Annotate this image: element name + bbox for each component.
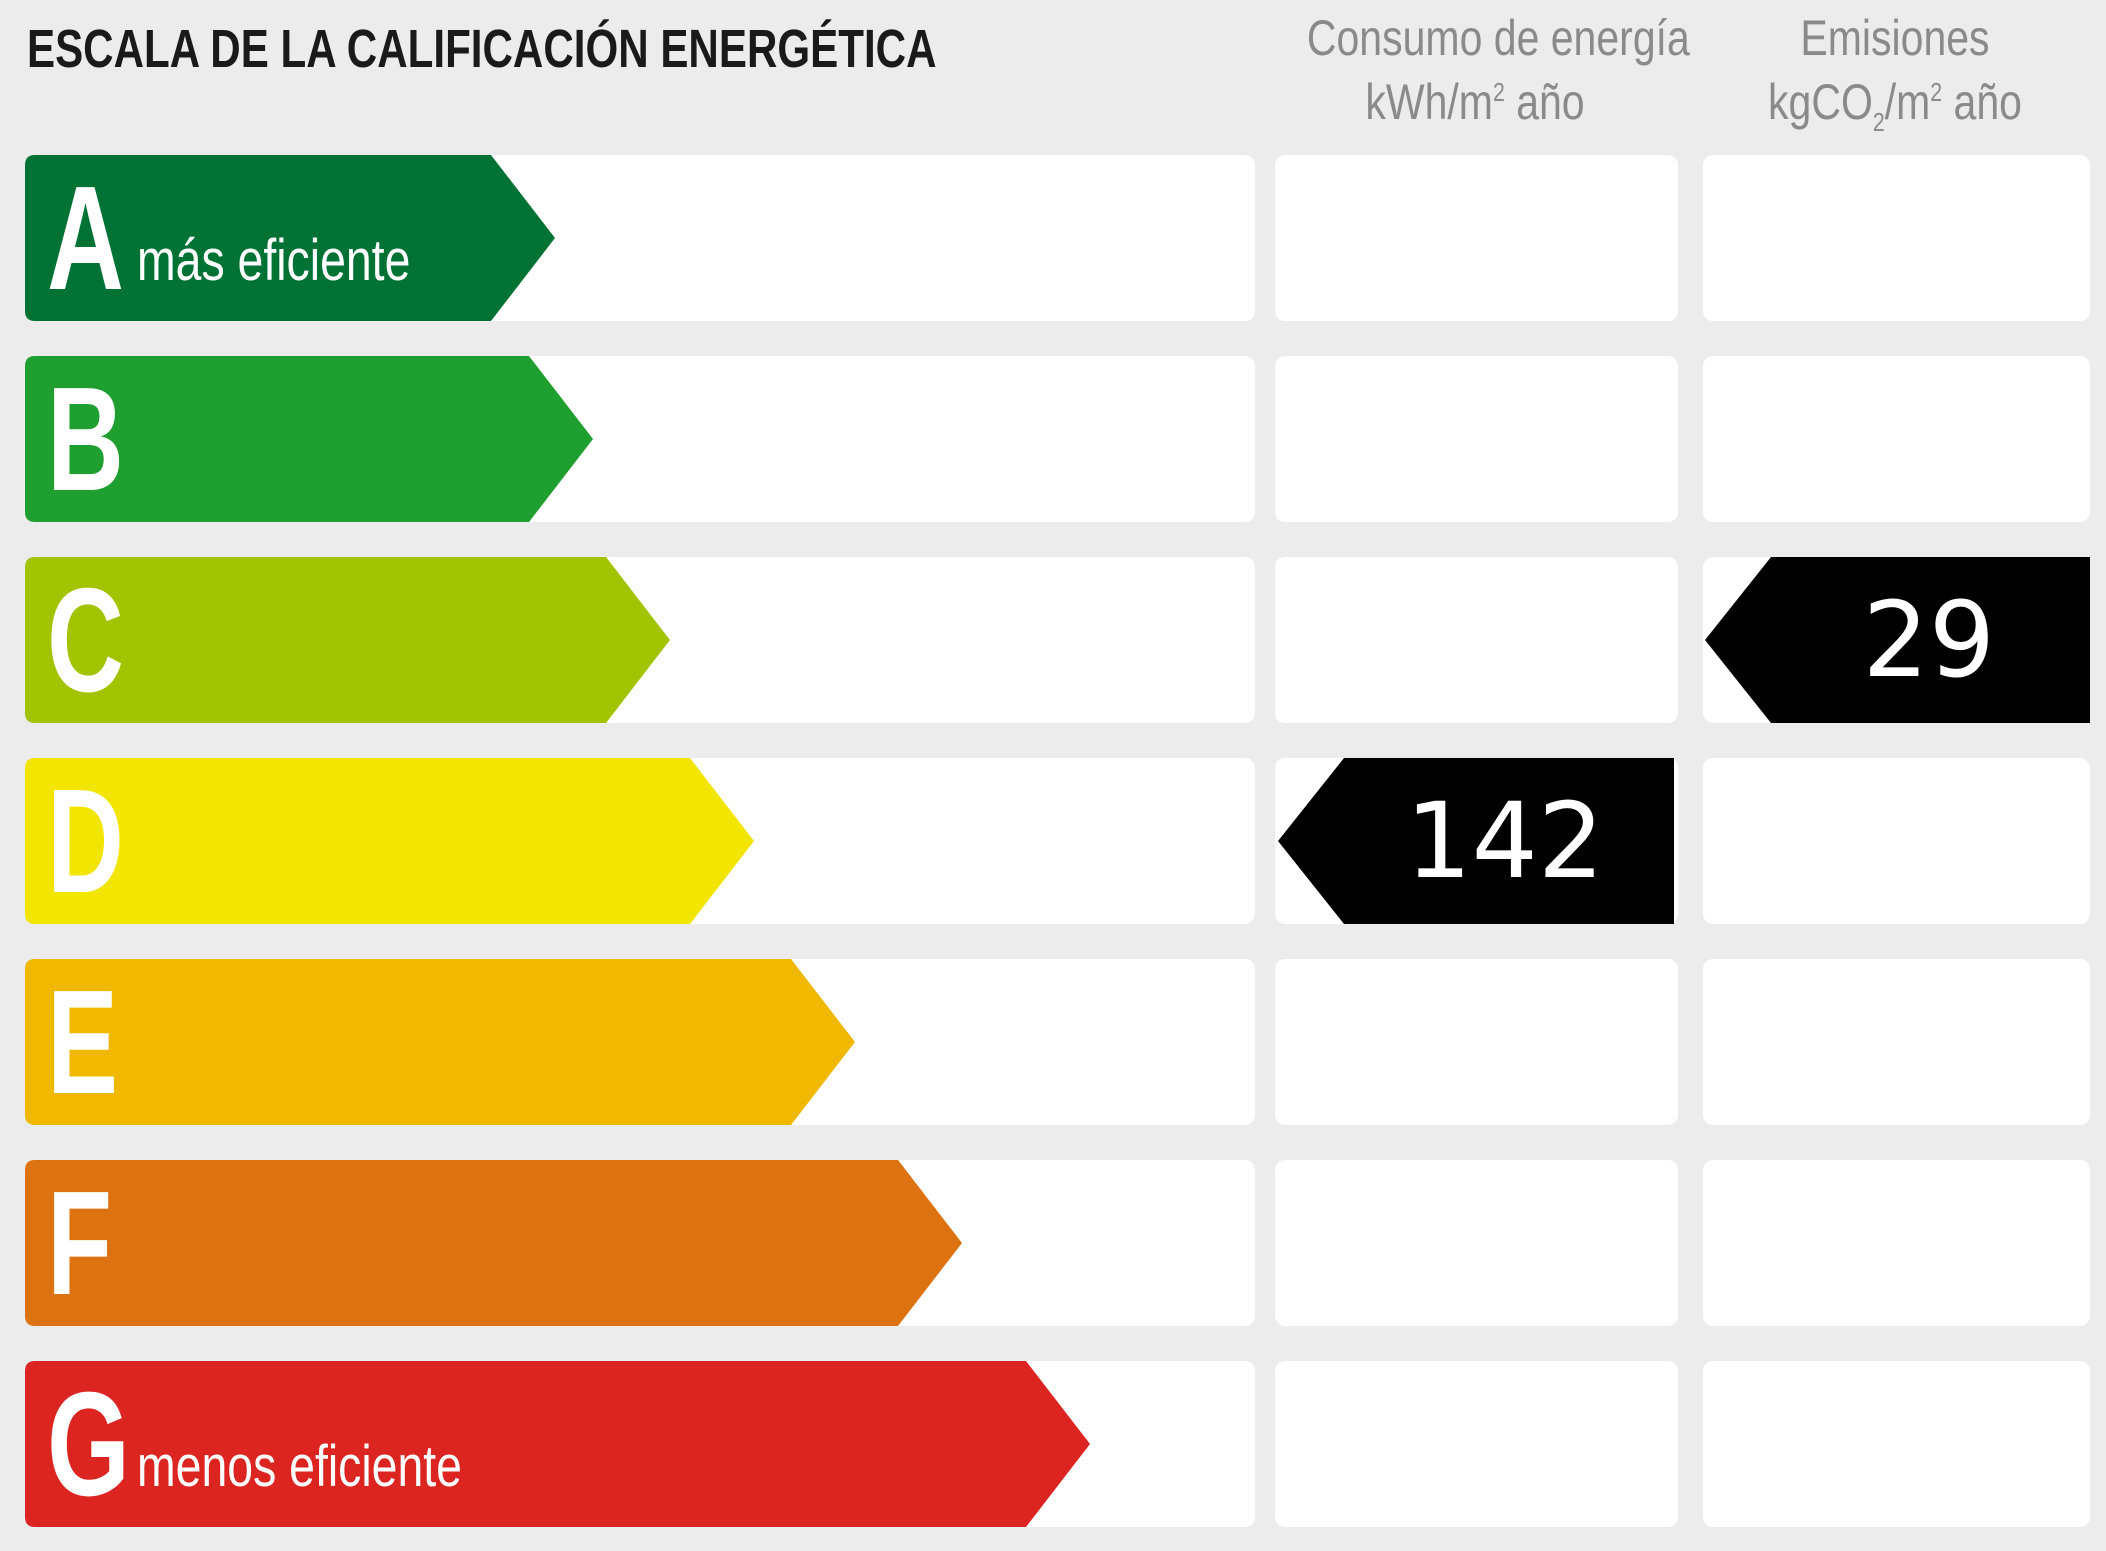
rating-bar-b: B [25, 356, 593, 522]
consumption-cell [1275, 557, 1678, 723]
consumption-label: Consumo de energía [1306, 10, 1690, 66]
rating-row-f: F [0, 1160, 2106, 1326]
rating-letter: C [47, 558, 124, 723]
emissions-cell [1703, 1160, 2090, 1326]
rating-bar-c: C [25, 557, 670, 723]
emissions-unit: kgCO2/m2 año [1768, 74, 2022, 137]
emissions-cell [1703, 356, 2090, 522]
rating-letter: A [47, 156, 124, 321]
emissions-cell [1703, 1361, 2090, 1527]
emissions-column-header: Emisiones kgCO2/m2 año [1735, 6, 2055, 137]
emissions-cell [1703, 155, 2090, 321]
page-title: ESCALA DE LA CALIFICACIÓN ENERGÉTICA [27, 19, 937, 79]
rating-letter: E [47, 960, 119, 1125]
rating-bar-f: F [25, 1160, 962, 1326]
rating-row-e: E [0, 959, 2106, 1125]
consumption-cell [1275, 1361, 1678, 1527]
rating-sublabel: más eficiente [137, 228, 411, 293]
consumption-marker-value: 142 [1405, 780, 1604, 902]
rating-row-b: B [0, 356, 2106, 522]
emissions-cell [1703, 959, 2090, 1125]
consumption-marker: 142 [1278, 758, 1674, 924]
emissions-label: Emisiones [1800, 10, 1990, 66]
consumption-cell [1275, 155, 1678, 321]
rating-letter: D [47, 759, 124, 924]
consumption-unit: kWh/m2 año [1365, 74, 1585, 130]
rating-letter: F [47, 1161, 113, 1326]
rating-row-c: C 29 [0, 557, 2106, 723]
rating-letter: G [47, 1362, 130, 1527]
consumption-column-header: Consumo de energía kWh/m2 año [1306, 6, 1690, 134]
consumption-cell [1275, 959, 1678, 1125]
rating-bar-d: D [25, 758, 754, 924]
rating-bar-e: E [25, 959, 855, 1125]
emissions-marker: 29 [1705, 557, 2090, 723]
consumption-cell [1275, 1160, 1678, 1326]
rating-row-d: D 142 [0, 758, 2106, 924]
emissions-cell [1703, 758, 2090, 924]
consumption-cell [1275, 356, 1678, 522]
emissions-marker-value: 29 [1862, 579, 1995, 701]
rating-letter: B [47, 357, 124, 522]
rating-sublabel: menos eficiente [137, 1434, 462, 1499]
